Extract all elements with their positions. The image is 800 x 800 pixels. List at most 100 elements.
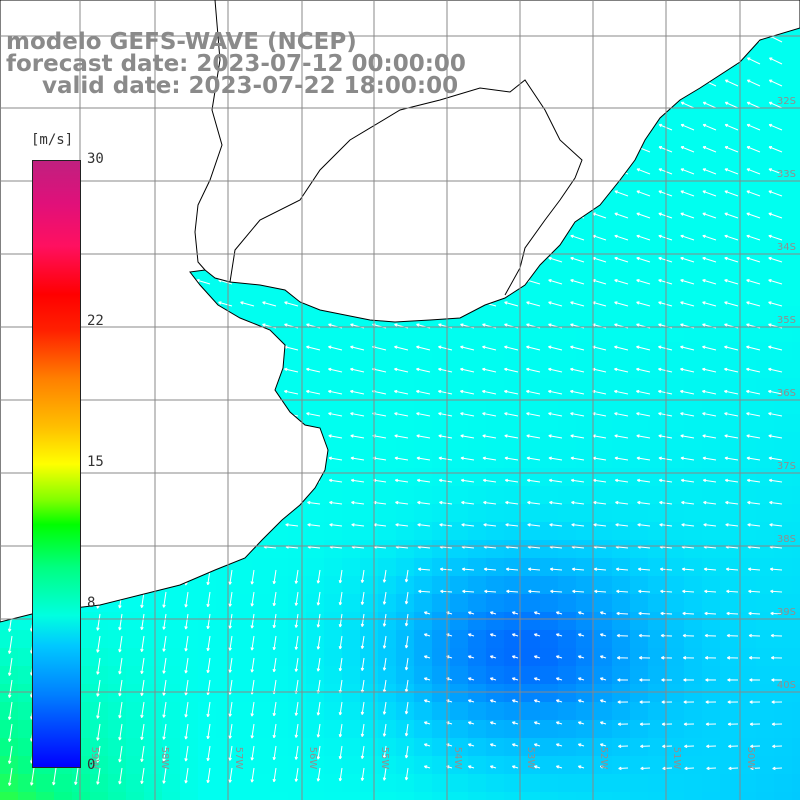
wind-speed-cell <box>306 360 324 378</box>
wind-arrow <box>614 256 629 263</box>
longitude-label: 50W <box>745 747 756 770</box>
wind-arrow <box>616 611 629 616</box>
wind-speed-cell <box>486 432 504 450</box>
wind-speed-cell <box>756 702 774 720</box>
wind-speed-cell <box>738 432 756 450</box>
wind-speed-cell <box>234 684 252 702</box>
wind-speed-cell <box>774 378 792 396</box>
wind-speed-cell <box>252 306 270 324</box>
latitude-label: 40S <box>777 680 796 691</box>
wind-arrow <box>360 701 365 715</box>
wind-arrow <box>636 345 651 351</box>
wind-speed-cell <box>576 630 594 648</box>
wind-speed-cell <box>414 702 432 720</box>
wind-speed-cell <box>792 666 800 684</box>
wind-speed-cell <box>522 558 540 576</box>
wind-arrow <box>727 656 739 660</box>
wind-speed-cell <box>540 432 558 450</box>
colorbar-tick-label: 15 <box>87 454 104 470</box>
wind-speed-cell <box>738 162 756 180</box>
wind-speed-cell <box>486 666 504 684</box>
wind-speed-cell <box>216 720 234 738</box>
wind-speed-cell <box>504 720 522 738</box>
wind-speed-cell <box>666 324 684 342</box>
wind-arrow <box>636 478 651 483</box>
wind-arrow <box>483 523 497 527</box>
wind-arrow <box>350 389 365 395</box>
wind-arrow <box>162 613 167 630</box>
colorbar-tick-label: 0 <box>87 757 96 773</box>
wind-speed-cell <box>594 468 612 486</box>
wind-speed-cell <box>450 360 468 378</box>
wind-speed-cell <box>342 612 360 630</box>
wind-arrow <box>702 345 717 351</box>
wind-speed-cell <box>126 720 144 738</box>
wind-arrow <box>555 611 563 615</box>
wind-speed-cell <box>432 576 450 594</box>
wind-speed-cell <box>54 774 72 792</box>
wind-arrow <box>350 412 365 417</box>
wind-arrow <box>30 767 35 786</box>
wind-arrow <box>382 745 387 759</box>
wind-speed-cell <box>774 576 792 594</box>
wind-speed-cell <box>630 324 648 342</box>
wind-arrow <box>570 234 585 241</box>
wind-speed-cell <box>342 576 360 594</box>
wind-arrow <box>489 633 497 637</box>
wind-speed-cell <box>378 504 396 522</box>
wind-arrow <box>394 367 409 373</box>
wind-speed-cell <box>774 90 792 108</box>
wind-speed-cell <box>774 522 792 540</box>
wind-arrow <box>639 700 651 704</box>
wind-speed-cell <box>342 684 360 702</box>
wind-speed-cell <box>792 576 800 594</box>
wind-arrow <box>96 679 101 697</box>
wind-speed-cell <box>738 306 756 324</box>
wind-arrow <box>548 389 563 395</box>
wind-speed-cell <box>522 576 540 594</box>
wind-arrow <box>617 722 629 726</box>
wind-arrow <box>614 412 629 417</box>
wind-arrow <box>702 123 717 131</box>
wind-speed-cell <box>630 342 648 360</box>
wind-arrow <box>616 633 629 638</box>
wind-arrow <box>350 456 365 461</box>
wind-arrow <box>614 301 629 307</box>
wind-arrow <box>769 567 783 571</box>
wind-speed-cell <box>792 792 800 800</box>
wind-speed-cell <box>684 558 702 576</box>
wind-speed-cell <box>144 774 162 792</box>
wind-speed-cell <box>612 468 630 486</box>
wind-speed-cell <box>738 198 756 216</box>
wind-arrow <box>724 456 739 461</box>
wind-speed-cell <box>540 306 558 324</box>
wind-speed-cell <box>648 306 666 324</box>
wind-arrow <box>423 743 431 747</box>
wind-speed-cell <box>378 630 396 648</box>
wind-arrow <box>680 234 695 241</box>
wind-arrow <box>338 591 343 606</box>
wind-speed-cell <box>684 126 702 144</box>
wind-arrow <box>533 765 541 769</box>
wind-speed-cell <box>342 450 360 468</box>
wind-speed-cell <box>666 504 684 522</box>
wind-speed-cell <box>216 684 234 702</box>
wind-speed-cell <box>792 90 800 108</box>
wind-speed-cell <box>684 540 702 558</box>
wind-speed-cell <box>594 756 612 774</box>
wind-speed-cell <box>450 396 468 414</box>
wind-arrow <box>658 345 673 351</box>
wind-speed-cell <box>558 702 576 720</box>
wind-speed-cell <box>612 612 630 630</box>
wind-speed-cell <box>324 792 342 800</box>
wind-speed-cell <box>756 36 774 54</box>
wind-arrow <box>570 478 585 483</box>
wind-speed-cell <box>720 72 738 90</box>
wind-speed-cell <box>666 540 684 558</box>
wind-arrow <box>272 745 277 761</box>
wind-arrow <box>726 611 739 616</box>
wind-arrow <box>680 212 695 219</box>
wind-speed-cell <box>558 630 576 648</box>
wind-speed-cell <box>126 774 144 792</box>
wind-speed-cell <box>648 414 666 432</box>
